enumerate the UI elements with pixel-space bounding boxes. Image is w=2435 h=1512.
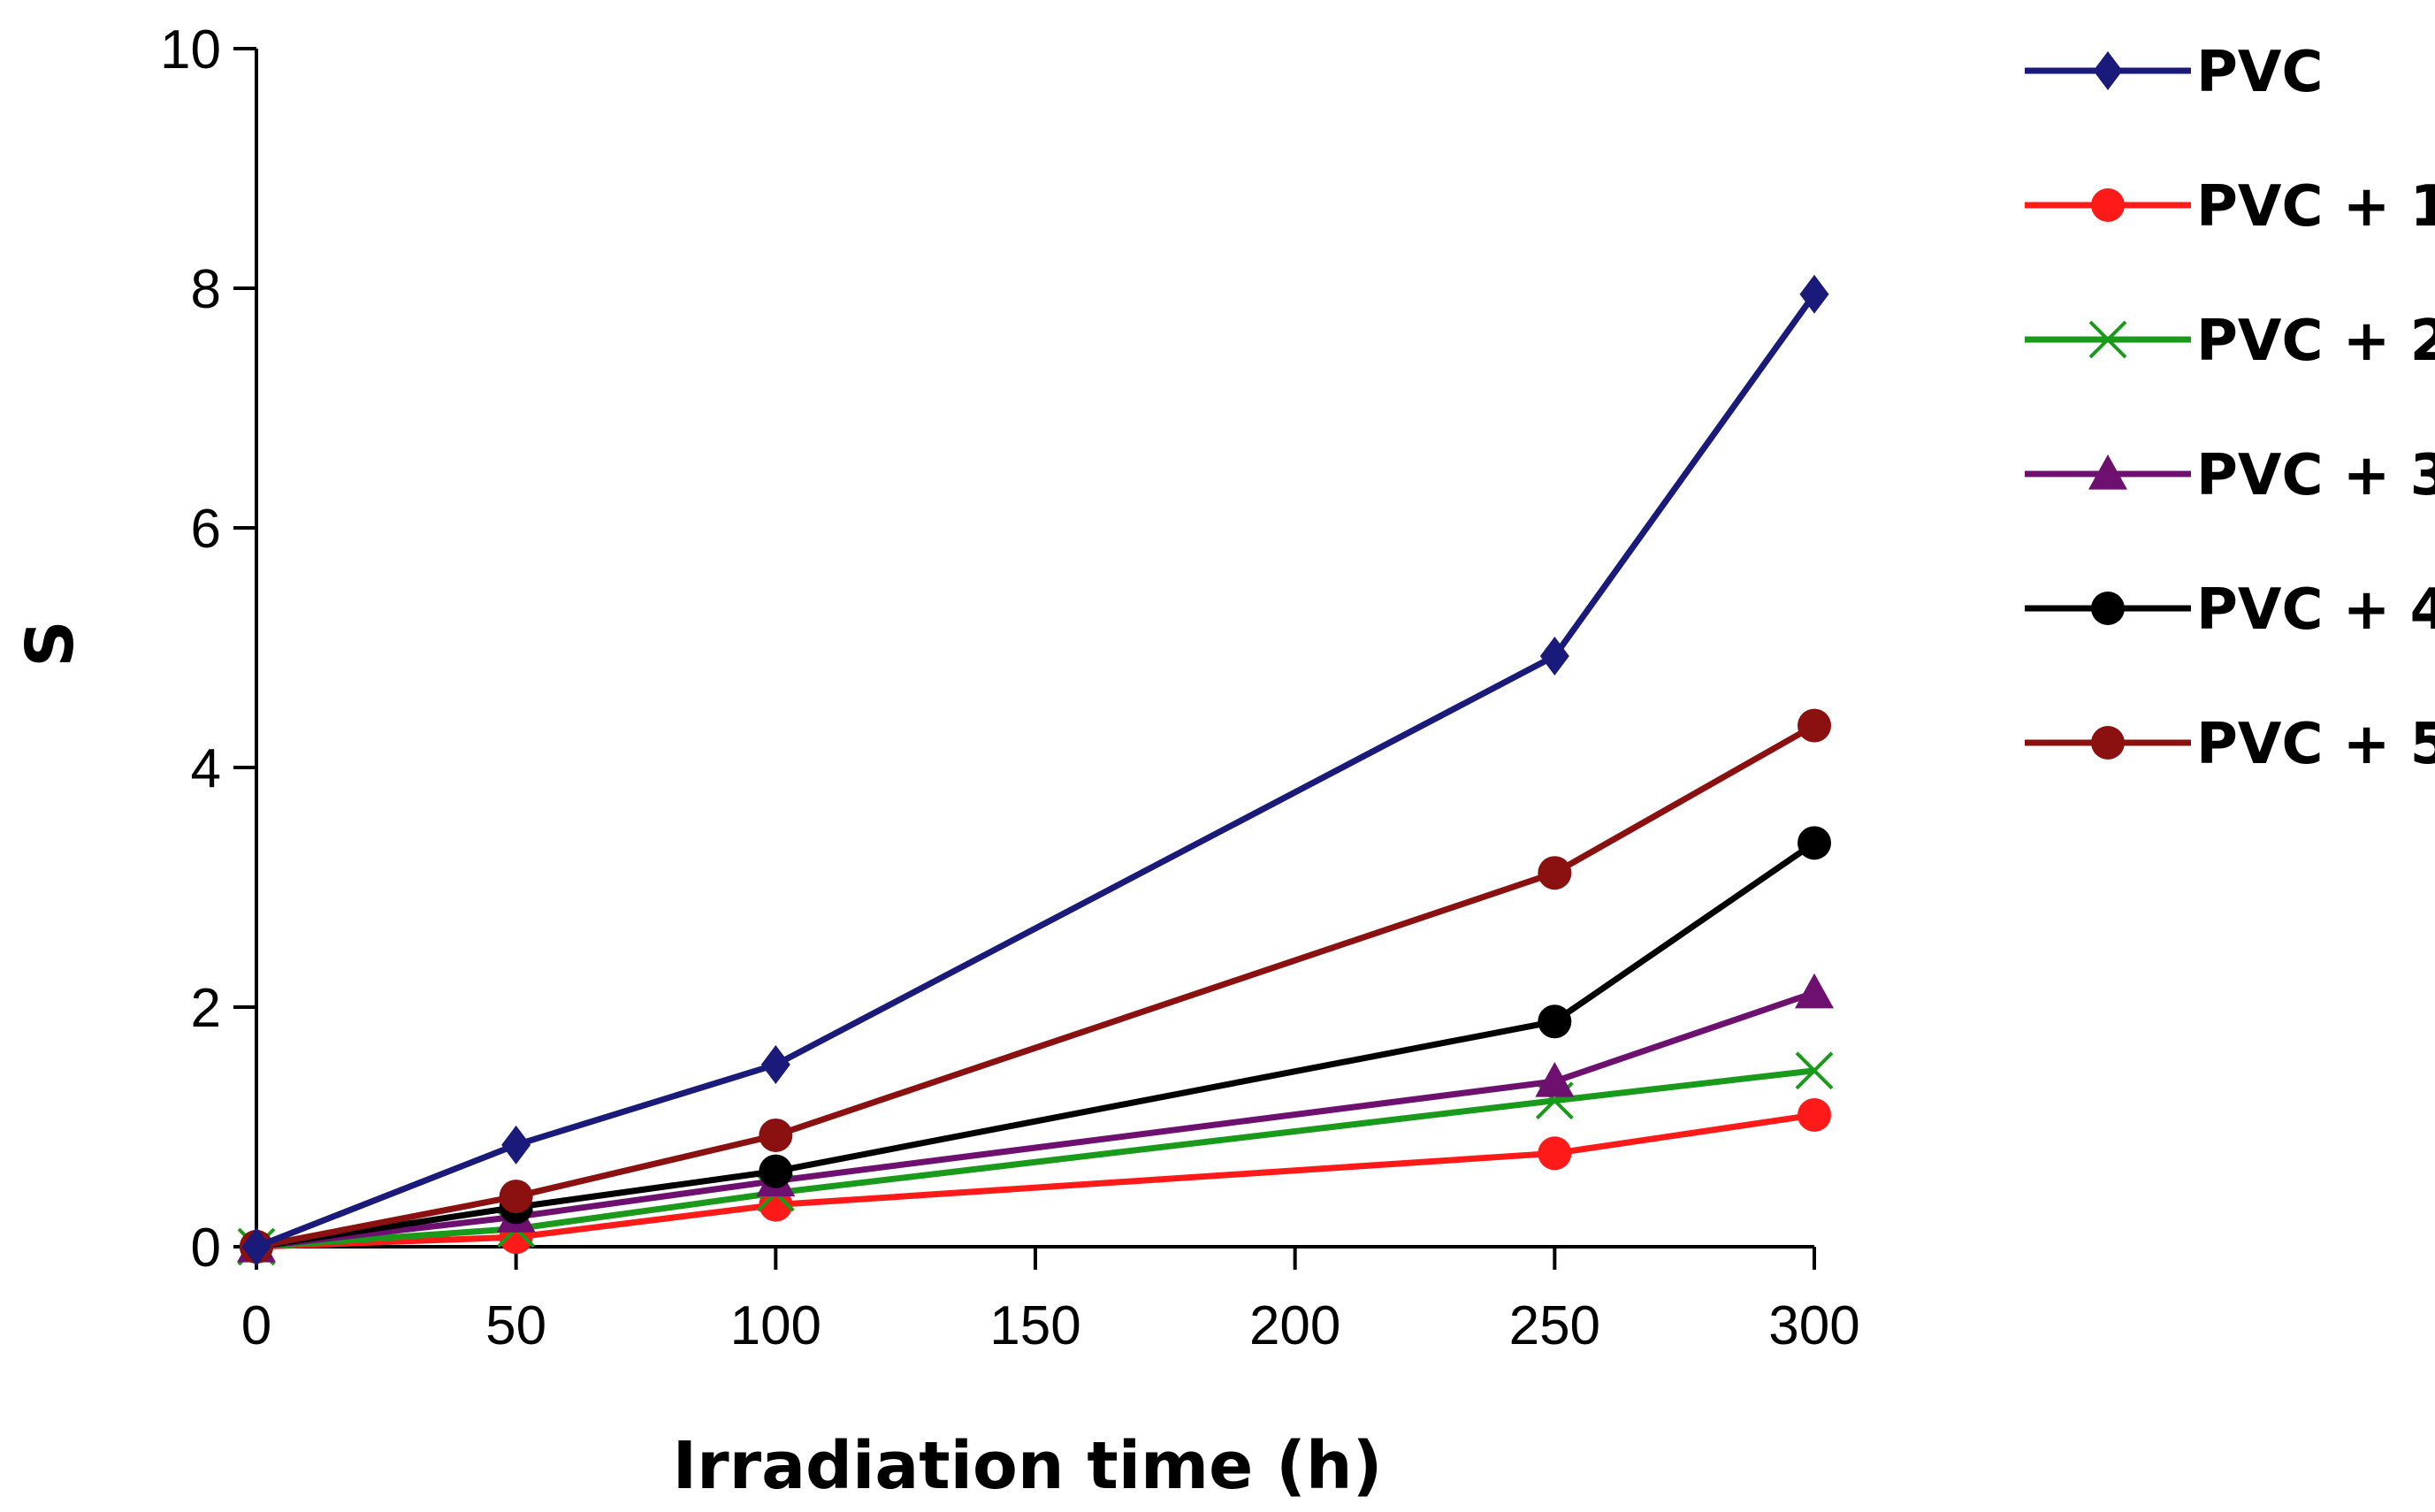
series-line xyxy=(256,722,1816,1250)
data-point xyxy=(501,1125,531,1165)
x-tick-label: 200 xyxy=(1249,1295,1340,1356)
y-tick-label: 0 xyxy=(191,1218,221,1279)
data-point xyxy=(1538,856,1572,890)
data-point xyxy=(1538,1136,1572,1171)
x-tick-label: 150 xyxy=(989,1295,1080,1356)
y-tick-label: 4 xyxy=(191,738,221,799)
x-tick-label: 0 xyxy=(241,1295,271,1356)
legend: PVC PVC + 1 PVC + 2 PVC + 3 PVC + 4 PVC + 5 xyxy=(2025,40,2435,777)
data-point xyxy=(1799,274,1829,314)
y-tick-label: 10 xyxy=(160,19,221,80)
data-point xyxy=(241,1227,271,1266)
x-axis-title: Irradiation time (h) xyxy=(673,1428,1383,1504)
series-pvc-3 xyxy=(237,973,1834,1263)
legend-marker xyxy=(2088,320,2127,359)
data-point xyxy=(499,1180,533,1214)
data-point xyxy=(1798,708,1831,743)
legend-marker xyxy=(2091,726,2125,760)
series-line xyxy=(255,292,1817,1250)
legend-item: PVC + 3 xyxy=(2025,443,2435,508)
legend-label: PVC + 2 xyxy=(2196,309,2435,374)
y-tick-label: 6 xyxy=(191,499,221,560)
legend-marker xyxy=(2088,454,2127,490)
x-tick-label: 100 xyxy=(730,1295,821,1356)
legend-marker xyxy=(2093,51,2123,90)
legend-label: PVC + 4 xyxy=(2196,577,2435,643)
legend-item: PVC + 2 xyxy=(2025,309,2435,374)
series-layer xyxy=(237,274,1834,1266)
legend-item: PVC + 1 xyxy=(2025,174,2435,240)
legend-label: PVC + 1 xyxy=(2196,174,2435,240)
y-tick-label: 8 xyxy=(191,259,221,320)
data-point xyxy=(759,1154,793,1188)
data-point xyxy=(1798,1097,1831,1132)
data-point xyxy=(1539,636,1569,676)
x-tick-label: 300 xyxy=(1768,1295,1859,1356)
legend-marker xyxy=(2091,592,2125,625)
legend-marker xyxy=(2091,188,2125,222)
legend-item: PVC + 4 xyxy=(2025,577,2435,643)
data-point xyxy=(1535,1062,1575,1097)
legend-item: PVC xyxy=(2025,40,2323,105)
data-point xyxy=(1795,973,1834,1009)
data-point xyxy=(1538,1004,1572,1039)
series-pvc-5 xyxy=(240,708,1831,1264)
series-line xyxy=(256,1111,1815,1250)
series-pvc-4 xyxy=(240,826,1831,1264)
y-tick-label: 2 xyxy=(191,978,221,1039)
data-point xyxy=(759,1118,793,1152)
x-tick-label: 50 xyxy=(485,1295,546,1356)
legend-label: PVC + 5 xyxy=(2196,712,2435,777)
legend-label: PVC xyxy=(2196,40,2323,105)
series-pvc xyxy=(241,274,1829,1266)
legend-label: PVC + 3 xyxy=(2196,443,2435,508)
y-axis-title: S xyxy=(12,620,88,667)
legend-item: PVC + 5 xyxy=(2025,712,2435,777)
data-point xyxy=(1795,1051,1834,1090)
data-point xyxy=(1798,826,1831,860)
data-point xyxy=(760,1045,790,1085)
x-tick-label: 250 xyxy=(1509,1295,1600,1356)
